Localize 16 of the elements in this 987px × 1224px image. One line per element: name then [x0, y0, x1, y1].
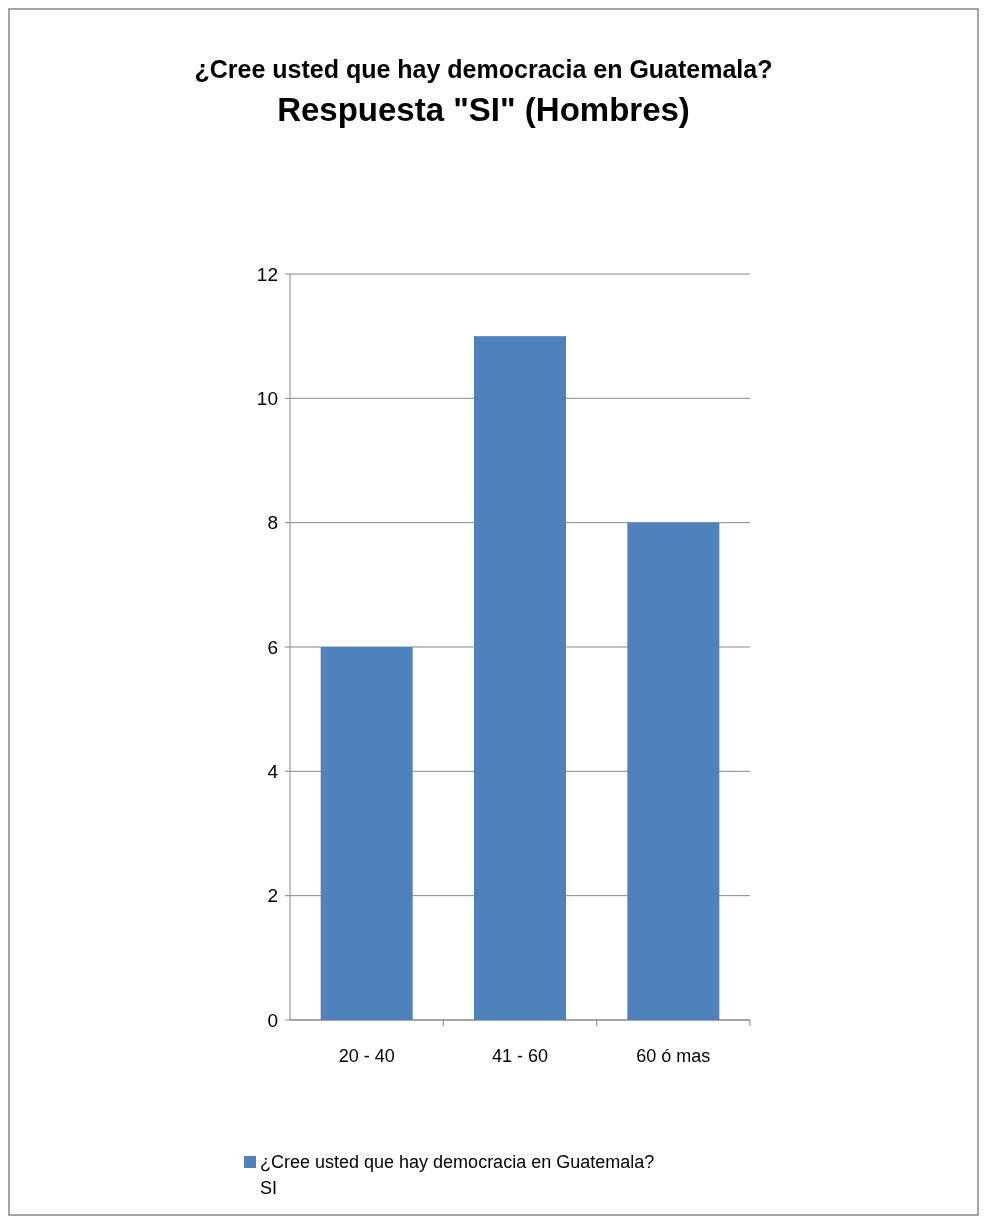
x-tick-label: 41 - 60	[491, 1046, 549, 1066]
bar	[474, 336, 566, 1020]
x-tick-label: 20 - 40	[338, 1046, 395, 1066]
y-tick-label: 8	[267, 512, 278, 534]
y-tick-label: 6	[267, 636, 278, 658]
y-tick-label: 12	[256, 263, 278, 285]
legend-label: ¿Cree usted que hay democracia en Guatemala? SI	[260, 1152, 655, 1198]
y-tick-label: 2	[267, 885, 278, 907]
bar	[627, 522, 720, 1020]
chart-title: ¿Cree usted que hay democracia en Guatemala?	[194, 55, 773, 83]
chart-subtitle: Respuesta "SI" (Hombres)	[277, 91, 690, 128]
y-tick-label: 4	[267, 760, 279, 782]
x-tick-label: 60 ó mas	[636, 1046, 711, 1066]
y-tick-label: 0	[267, 1009, 278, 1031]
y-tick-label: 10	[256, 387, 278, 409]
bar	[320, 647, 413, 1020]
